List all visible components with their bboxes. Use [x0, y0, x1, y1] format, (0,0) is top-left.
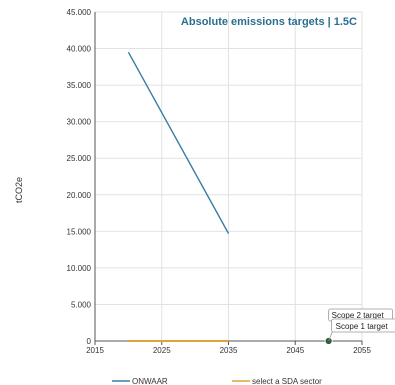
legend: ONWAAR select a SDA sector — [112, 377, 322, 385]
y-tick-label: 0 — [87, 337, 92, 346]
legend-label: ONWAAR — [132, 377, 168, 385]
series-lines — [127, 51, 230, 342]
tick-labels: 0 5.000 10.000 15.000 20.000 25.000 30.000 35.0… — [67, 8, 372, 355]
y-tick-label: 20.000 — [67, 191, 92, 200]
x-tick-label: 2035 — [220, 346, 238, 355]
y-tick-label: 5.000 — [71, 300, 92, 309]
x-tick-label: 2055 — [353, 346, 371, 355]
x-tick-label: 2025 — [153, 346, 171, 355]
tooltip-pointer — [328, 330, 333, 342]
tooltip-box — [331, 318, 395, 333]
series-line-onwaar — [127, 51, 230, 234]
y-axis-label: tCO2e — [14, 177, 24, 203]
y-tick-label: 35.000 — [67, 81, 92, 90]
x-tick-label: 2045 — [286, 346, 304, 355]
legend-label: select a SDA sector — [252, 377, 322, 385]
y-tick-label: 30.000 — [67, 118, 92, 127]
target-tooltips: Scope 2 target Scope 1 target — [328, 308, 395, 342]
y-tick-label: 15.000 — [67, 227, 92, 236]
tooltip-scope-1: Scope 1 target — [336, 322, 389, 331]
y-tick-label: 45.000 — [67, 8, 92, 17]
grid-lines — [94, 11, 363, 342]
y-tick-label: 10.000 — [67, 264, 92, 273]
y-tick-label: 40.000 — [67, 45, 92, 54]
chart-title: Absolute emissions targets | 1.5C — [181, 16, 357, 28]
tooltip-scope-2: Scope 2 target — [332, 311, 385, 320]
y-tick-label: 25.000 — [67, 154, 92, 163]
x-tick-label: 2015 — [86, 346, 104, 355]
